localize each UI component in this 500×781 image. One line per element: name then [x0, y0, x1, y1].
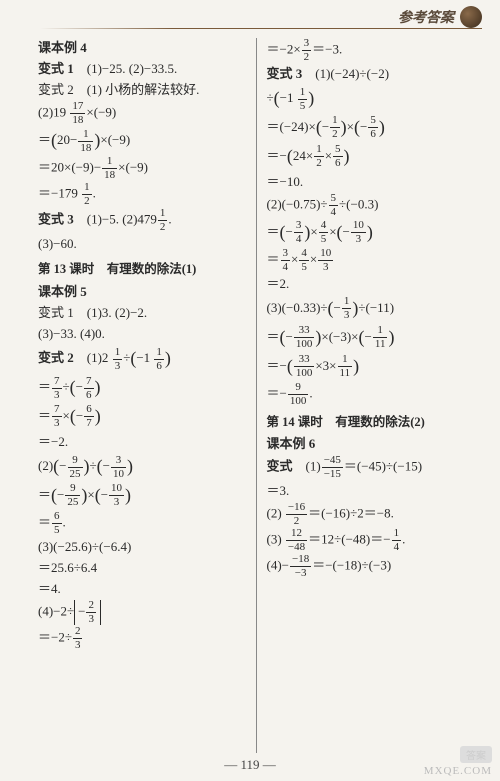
- math-line: 变式 2 (1)2 13÷(−1 16): [38, 345, 246, 373]
- math-line: ＝(20−118)×(−9): [38, 127, 246, 155]
- math-line: ＝2.: [267, 274, 475, 294]
- math-line: (4)−−18−3＝−(−18)÷(−3): [267, 554, 475, 579]
- header-title: 参考答案: [398, 7, 454, 27]
- fraction: 1718: [70, 101, 85, 126]
- math-line: (2)(−925)÷(−310): [38, 453, 246, 481]
- text-line: 变式 1 (1)3. (2)−2.: [38, 303, 246, 323]
- math-line: ＝(−24)×(−12)×(−56): [267, 114, 475, 142]
- math-line: ＝(−33100)×(−3)×(−111): [267, 324, 475, 352]
- math-line: ＝25.6÷6.4: [38, 558, 246, 578]
- math-line: (2)(−0.75)÷54÷(−0.3): [267, 193, 475, 218]
- math-line: ＝73÷(−76): [38, 374, 246, 402]
- globe-icon: [460, 6, 482, 28]
- math-line: ＝73×(−67): [38, 403, 246, 431]
- math-line: (2)19 1718×(−9): [38, 101, 246, 126]
- example-heading: 课本例 6: [267, 434, 475, 454]
- lesson-heading: 第 13 课时 有理数的除法(1): [38, 260, 246, 279]
- math-line: (3) 12−48＝12÷(−48)＝−14.: [267, 528, 475, 553]
- math-line: (3)(−0.33)÷(−13)÷(−11): [267, 295, 475, 323]
- example-heading: 课本例 4: [38, 38, 246, 58]
- left-column: 课本例 4 变式 1 (1)−25. (2)−33.5. 变式 2 (1) 小杨…: [30, 38, 254, 753]
- math-line: ＝65.: [38, 511, 246, 536]
- math-line: (2) −162＝(−16)÷2＝−8.: [267, 502, 475, 527]
- math-line: ＝(−34)×45×(−103): [267, 219, 475, 247]
- math-line: (4)−2÷−23: [38, 600, 246, 625]
- text-line: 变式 3 (1)−5. (2)47912.: [38, 208, 246, 233]
- watermark-url: MXQE.COM: [424, 765, 492, 777]
- column-divider: [256, 38, 257, 753]
- text-line: 变式 3 (1)(−24)÷(−2): [267, 64, 475, 84]
- header-rule: [40, 28, 482, 29]
- math-line: ＝4.: [38, 579, 246, 599]
- text-line: 变式 2 (1) 小杨的解法较好.: [38, 80, 246, 100]
- math-line: ＝20×(−9)−118×(−9): [38, 156, 246, 181]
- math-line: ÷(−1 15): [267, 85, 475, 113]
- right-column: ＝−2×32＝−3. 变式 3 (1)(−24)÷(−2) ÷(−1 15) ＝…: [259, 38, 483, 753]
- math-line: ＝−(24×12×56): [267, 143, 475, 171]
- math-line: (3)(−25.6)÷(−6.4): [38, 537, 246, 557]
- text-line: 变式 1 (1)−25. (2)−33.5.: [38, 59, 246, 79]
- abs-icon: −23: [74, 600, 101, 625]
- text-line: (3)−60.: [38, 234, 246, 254]
- text: (1)−25. (2)−33.5.: [74, 61, 177, 76]
- header: 参考答案: [398, 6, 482, 28]
- watermark-badge: 答案: [460, 746, 492, 763]
- math-line: ＝−179 12.: [38, 182, 246, 207]
- label: 变式 1: [38, 61, 74, 76]
- math-line: ＝−(33100×3×111): [267, 353, 475, 381]
- math-line: ＝34×45×103: [267, 248, 475, 273]
- page-content: 课本例 4 变式 1 (1)−25. (2)−33.5. 变式 2 (1) 小杨…: [30, 38, 482, 753]
- math-line: 变式 (1)−45−15＝(−45)÷(−15): [267, 455, 475, 480]
- math-line: ＝−9100.: [267, 382, 475, 407]
- text-line: (3)−33. (4)0.: [38, 324, 246, 344]
- math-line: ＝−10.: [267, 172, 475, 192]
- lesson-heading: 第 14 课时 有理数的除法(2): [267, 413, 475, 432]
- example-heading: 课本例 5: [38, 282, 246, 302]
- math-line: ＝3.: [267, 481, 475, 501]
- math-line: ＝−2÷23: [38, 626, 246, 651]
- math-line: ＝(−925)×(−103): [38, 482, 246, 510]
- math-line: ＝−2.: [38, 432, 246, 452]
- math-line: ＝−2×32＝−3.: [267, 38, 475, 63]
